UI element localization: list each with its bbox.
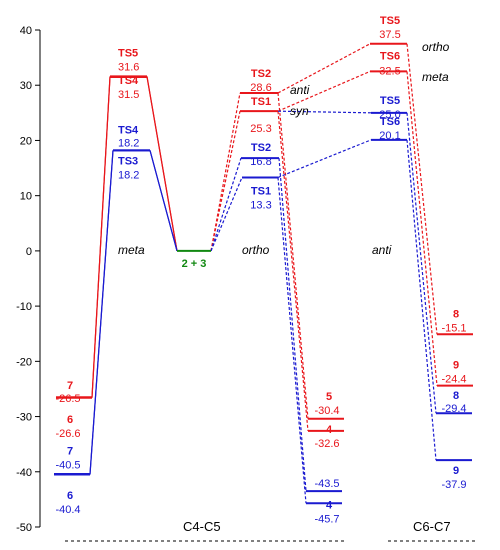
level-name-P6b: 6 [67, 490, 73, 502]
level-labels: 2 + 3TS531.6TS431.5TS418.2TS318.27-26.56… [55, 15, 466, 525]
level-name-TS6r: TS6 [380, 50, 400, 62]
reactant-label: 2 + 3 [182, 258, 207, 270]
y-tick-label: 20 [20, 135, 32, 147]
level-name-TS1b: TS1 [251, 185, 271, 197]
level-value-TS5_L: 31.6 [118, 61, 139, 73]
annotation-anti-top: anti [290, 83, 310, 97]
level-name-P9b: 9 [453, 465, 459, 477]
y-tick-label: 10 [20, 191, 32, 203]
level-value-TS3_L: 18.2 [118, 169, 139, 181]
connector-reactant-TS3_L [149, 150, 178, 252]
level-name-TS2r: TS2 [251, 68, 271, 80]
level-name-P5r: 5 [326, 391, 332, 403]
level-value-P9r: -24.4 [441, 374, 466, 386]
connector-TS2r-TS5r [277, 43, 371, 94]
level-value-P6b: -40.4 [55, 504, 80, 516]
level-name-P7b: 7 [67, 446, 73, 458]
y-tick-label: -40 [16, 467, 32, 479]
connector-reactant-TS4_L [146, 76, 178, 251]
level-name-TS5r: TS5 [380, 15, 400, 27]
annotation-meta-top: meta [422, 70, 449, 84]
y-axis: -50 -40 -30 -20 -10 0 10 20 30 40 [16, 25, 41, 534]
level-name-TS4b_L: TS4 [118, 124, 139, 136]
y-tick-label: 0 [26, 246, 32, 258]
annotation-meta-left: meta [118, 243, 145, 257]
connector-TS4_L-P6r [91, 76, 111, 398]
connector-TS6r-P9r [406, 71, 438, 386]
level-value-TS5b: 25.0 [379, 109, 400, 121]
connector-TS1r-TS6r [277, 70, 371, 112]
level-value-TS4b_L: 18.2 [118, 137, 139, 149]
level-value-TS4_L: 31.5 [118, 89, 139, 101]
connector-TS2r-P5r [277, 92, 309, 419]
y-tick-label: -10 [16, 301, 32, 313]
level-value-P8r: -15.1 [441, 322, 466, 334]
annotation-ortho-top: ortho [422, 40, 450, 54]
level-value-P5r: -30.4 [314, 405, 339, 417]
y-tick-label: 30 [20, 80, 32, 92]
level-name-P4b: 4 [326, 499, 333, 511]
level-value-P8b: -29.4 [441, 403, 466, 415]
level-name-TS3_L: TS3 [118, 155, 138, 167]
level-name-TS5b: TS5 [380, 95, 400, 107]
connector-lines [89, 43, 438, 504]
annotation-anti-right: anti [372, 243, 392, 257]
connector-TS1b-TS6b [277, 139, 372, 178]
level-value-TS2r: 28.6 [250, 82, 271, 94]
level-value-TS5r: 37.5 [379, 29, 400, 41]
connector-TS1r-P4r [277, 111, 309, 431]
level-name-P9r: 9 [453, 360, 459, 372]
level-name-TS5_L: TS5 [118, 47, 138, 59]
level-name-P8b: 8 [453, 390, 459, 402]
level-value-P9b: -37.9 [441, 479, 466, 491]
level-value-P7b: -40.5 [55, 460, 80, 472]
y-tick-label: -50 [16, 522, 32, 534]
connector-TS3_L-P6b [89, 150, 114, 475]
connector-TS5r-P8r [406, 43, 438, 335]
level-value-TS6b: 20.1 [379, 130, 400, 142]
level-value-TS1b: 13.3 [250, 199, 271, 211]
connector-TS6b-P9b [406, 139, 437, 461]
annotation-ortho-left: ortho [242, 243, 270, 257]
annotation-syn: syn [290, 104, 309, 118]
connector-TS1b-P4b [277, 177, 307, 504]
connector-reactant-TS2r [210, 92, 241, 251]
connector-TS2b-P5b [278, 158, 307, 492]
level-name-P7r: 7 [67, 380, 73, 392]
connector-TS1r-TS5b [277, 110, 372, 114]
level-value-TS2b: 16.8 [250, 156, 271, 168]
y-tick-label: -20 [16, 356, 32, 368]
y-tick-label: 40 [20, 25, 32, 37]
level-name-TS4_L: TS4 [118, 75, 139, 87]
region-label-c4c5: C4-C5 [183, 519, 221, 534]
level-value-P5b: -43.5 [314, 478, 339, 490]
level-value-P4b: -45.7 [314, 513, 339, 525]
level-value-P4r: -32.6 [314, 438, 339, 450]
connector-reactant-TS1r [210, 111, 241, 252]
level-value-TS6r: 32.5 [379, 65, 400, 77]
region-label-c6c7: C6-C7 [413, 519, 451, 534]
level-name-P6r: 6 [67, 414, 73, 426]
level-name-P8r: 8 [453, 308, 459, 320]
level-name-TS2b: TS2 [251, 142, 271, 154]
level-value-P6r: -26.6 [55, 428, 80, 440]
energy-levels [54, 42, 473, 505]
level-name-P4r: 4 [326, 424, 333, 436]
level-value-P7r: -26.5 [55, 393, 80, 405]
y-tick-label: -30 [16, 412, 32, 424]
connector-reactant-TS1b [210, 177, 243, 252]
level-name-TS6b: TS6 [380, 116, 400, 128]
level-name-TS1r: TS1 [251, 96, 271, 108]
connector-TS5b-P8b [406, 112, 437, 414]
level-value-TS1r: 25.3 [250, 123, 271, 135]
connector-reactant-TS2b [210, 157, 242, 252]
